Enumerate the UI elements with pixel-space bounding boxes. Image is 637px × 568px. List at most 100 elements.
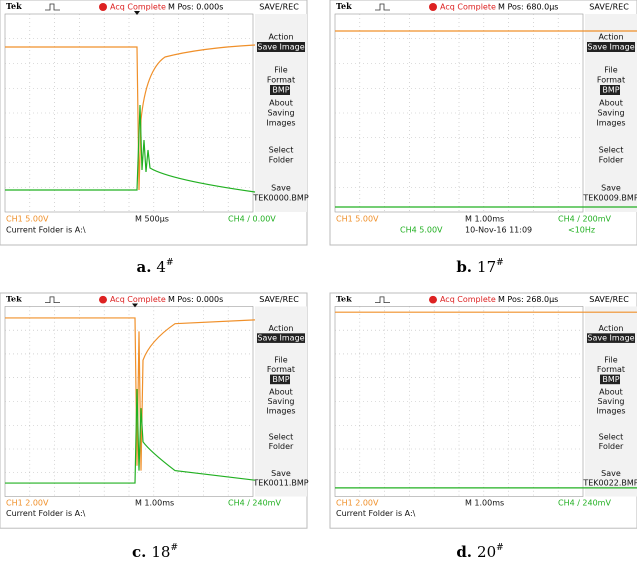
status-dot: [99, 296, 107, 304]
menu-title: SAVE/REC: [589, 3, 629, 12]
position: M Pos: 268.0µs: [498, 295, 558, 304]
caption: a. 4#: [136, 258, 173, 277]
menu-item: Save: [271, 184, 291, 193]
status-dot: [429, 296, 437, 304]
caption-number: 20: [477, 543, 496, 561]
position: M Pos: 0.000s: [168, 3, 223, 12]
menu-item: Folder: [599, 442, 624, 451]
footer-ch1: CH1 2.00V: [6, 499, 49, 508]
footer-folder: Current Folder is A:\: [6, 226, 86, 235]
menu-item: BMP: [272, 375, 289, 384]
menu-item: Folder: [599, 156, 624, 165]
caption-letter: d.: [456, 543, 472, 561]
acq-status: Acq Complete: [440, 295, 496, 304]
menu-item: File: [604, 356, 618, 365]
menu-title: SAVE/REC: [259, 3, 299, 12]
brand: Tek: [6, 1, 22, 11]
menu-item: Format: [597, 76, 625, 85]
status-dot: [99, 3, 107, 11]
acq-status: Acq Complete: [110, 3, 166, 12]
menu-item: Save Image: [257, 43, 304, 52]
brand: Tek: [6, 295, 22, 304]
footer-ch1: CH1 5.00V: [336, 215, 379, 224]
menu-item: Saving: [267, 109, 294, 118]
footer-timebase: M 1.00ms: [135, 499, 174, 508]
menu-item: Save Image: [587, 334, 634, 343]
caption-letter: c.: [132, 543, 146, 561]
menu-item: About: [269, 387, 293, 396]
menu-item: Save Image: [587, 43, 634, 52]
menu-item: Action: [598, 33, 623, 42]
caption-letter: a.: [136, 258, 151, 276]
caption: c. 18#: [132, 543, 178, 562]
menu-item: Images: [596, 119, 625, 128]
menu-item: File: [274, 356, 288, 365]
caption-mark: #: [170, 543, 178, 553]
footer-timebase: M 500µs: [135, 215, 169, 224]
menu-item: About: [599, 387, 623, 396]
menu-item: Save: [601, 469, 621, 478]
menu-item: Images: [266, 119, 295, 128]
menu-item: Select: [269, 146, 294, 155]
menu-item: File: [274, 66, 287, 75]
footer-trigger: CH4 / 0.00V: [228, 215, 276, 224]
menu-item: About: [599, 99, 623, 108]
menu-item: TEK0009.BMP: [582, 194, 637, 203]
menu-item: Saving: [597, 109, 624, 118]
menu-item: Images: [596, 407, 625, 416]
menu-item: Action: [268, 324, 293, 333]
footer-ch1: CH1 5.00V: [6, 215, 49, 224]
footer-date: 10-Nov-16 11:09: [465, 226, 532, 235]
caption-letter: b.: [456, 258, 472, 276]
menu-item: Saving: [597, 397, 624, 406]
status-dot: [429, 3, 437, 11]
menu-item: TEK0011.BMP: [252, 479, 309, 488]
caption: b.17#: [456, 258, 503, 277]
menu-item: Folder: [269, 442, 294, 451]
footer-trigger: CH4 / 240mV: [228, 499, 282, 508]
footer-folder: Current Folder is A:\: [6, 509, 86, 518]
menu-item: TEK0000.BMP: [252, 194, 308, 203]
menu-item: Select: [269, 433, 294, 442]
menu-item: Images: [266, 407, 295, 416]
menu-item: File: [604, 66, 617, 75]
menu-item: BMP: [272, 86, 289, 95]
menu-item: Folder: [269, 156, 294, 165]
caption-mark: #: [166, 258, 174, 268]
footer-timebase: M 1.00ms: [465, 499, 504, 508]
acq-status: Acq Complete: [110, 295, 166, 304]
footer-folder: Current Folder is A:\: [336, 509, 416, 518]
menu-item: Save Image: [257, 334, 304, 343]
acq-status: Acq Complete: [440, 3, 496, 12]
caption-mark: #: [496, 543, 504, 553]
footer-trigger: CH4 / 240mV: [558, 499, 612, 508]
menu-item: Select: [599, 433, 624, 442]
position: M Pos: 680.0µs: [498, 3, 558, 12]
caption-number: 4: [156, 258, 166, 276]
menu-item: Action: [598, 324, 623, 333]
caption-mark: #: [496, 258, 504, 268]
brand: Tek: [336, 295, 352, 304]
position: M Pos: 0.000s: [168, 295, 223, 304]
menu-item: Save: [271, 469, 291, 478]
footer-ch4: CH4 5.00V: [400, 226, 443, 235]
menu-item: Format: [267, 365, 295, 374]
footer-ch1: CH1 2.00V: [336, 499, 379, 508]
menu-item: BMP: [602, 375, 619, 384]
menu-item: Select: [599, 146, 624, 155]
menu-item: TEK0022.BMP: [582, 479, 637, 488]
figure: TekAcq CompleteM Pos: 0.000sSAVE/RECActi…: [0, 0, 637, 568]
menu-item: Format: [267, 76, 295, 85]
menu-item: Saving: [267, 397, 294, 406]
menu-title: SAVE/REC: [589, 295, 629, 304]
footer-timebase: M 1.00ms: [465, 215, 504, 224]
footer-trigger: CH4 / 200mV: [558, 215, 612, 224]
caption-number: 18: [151, 543, 170, 561]
menu-title: SAVE/REC: [259, 295, 299, 304]
menu-item: Save: [601, 184, 621, 193]
brand: Tek: [336, 1, 352, 11]
